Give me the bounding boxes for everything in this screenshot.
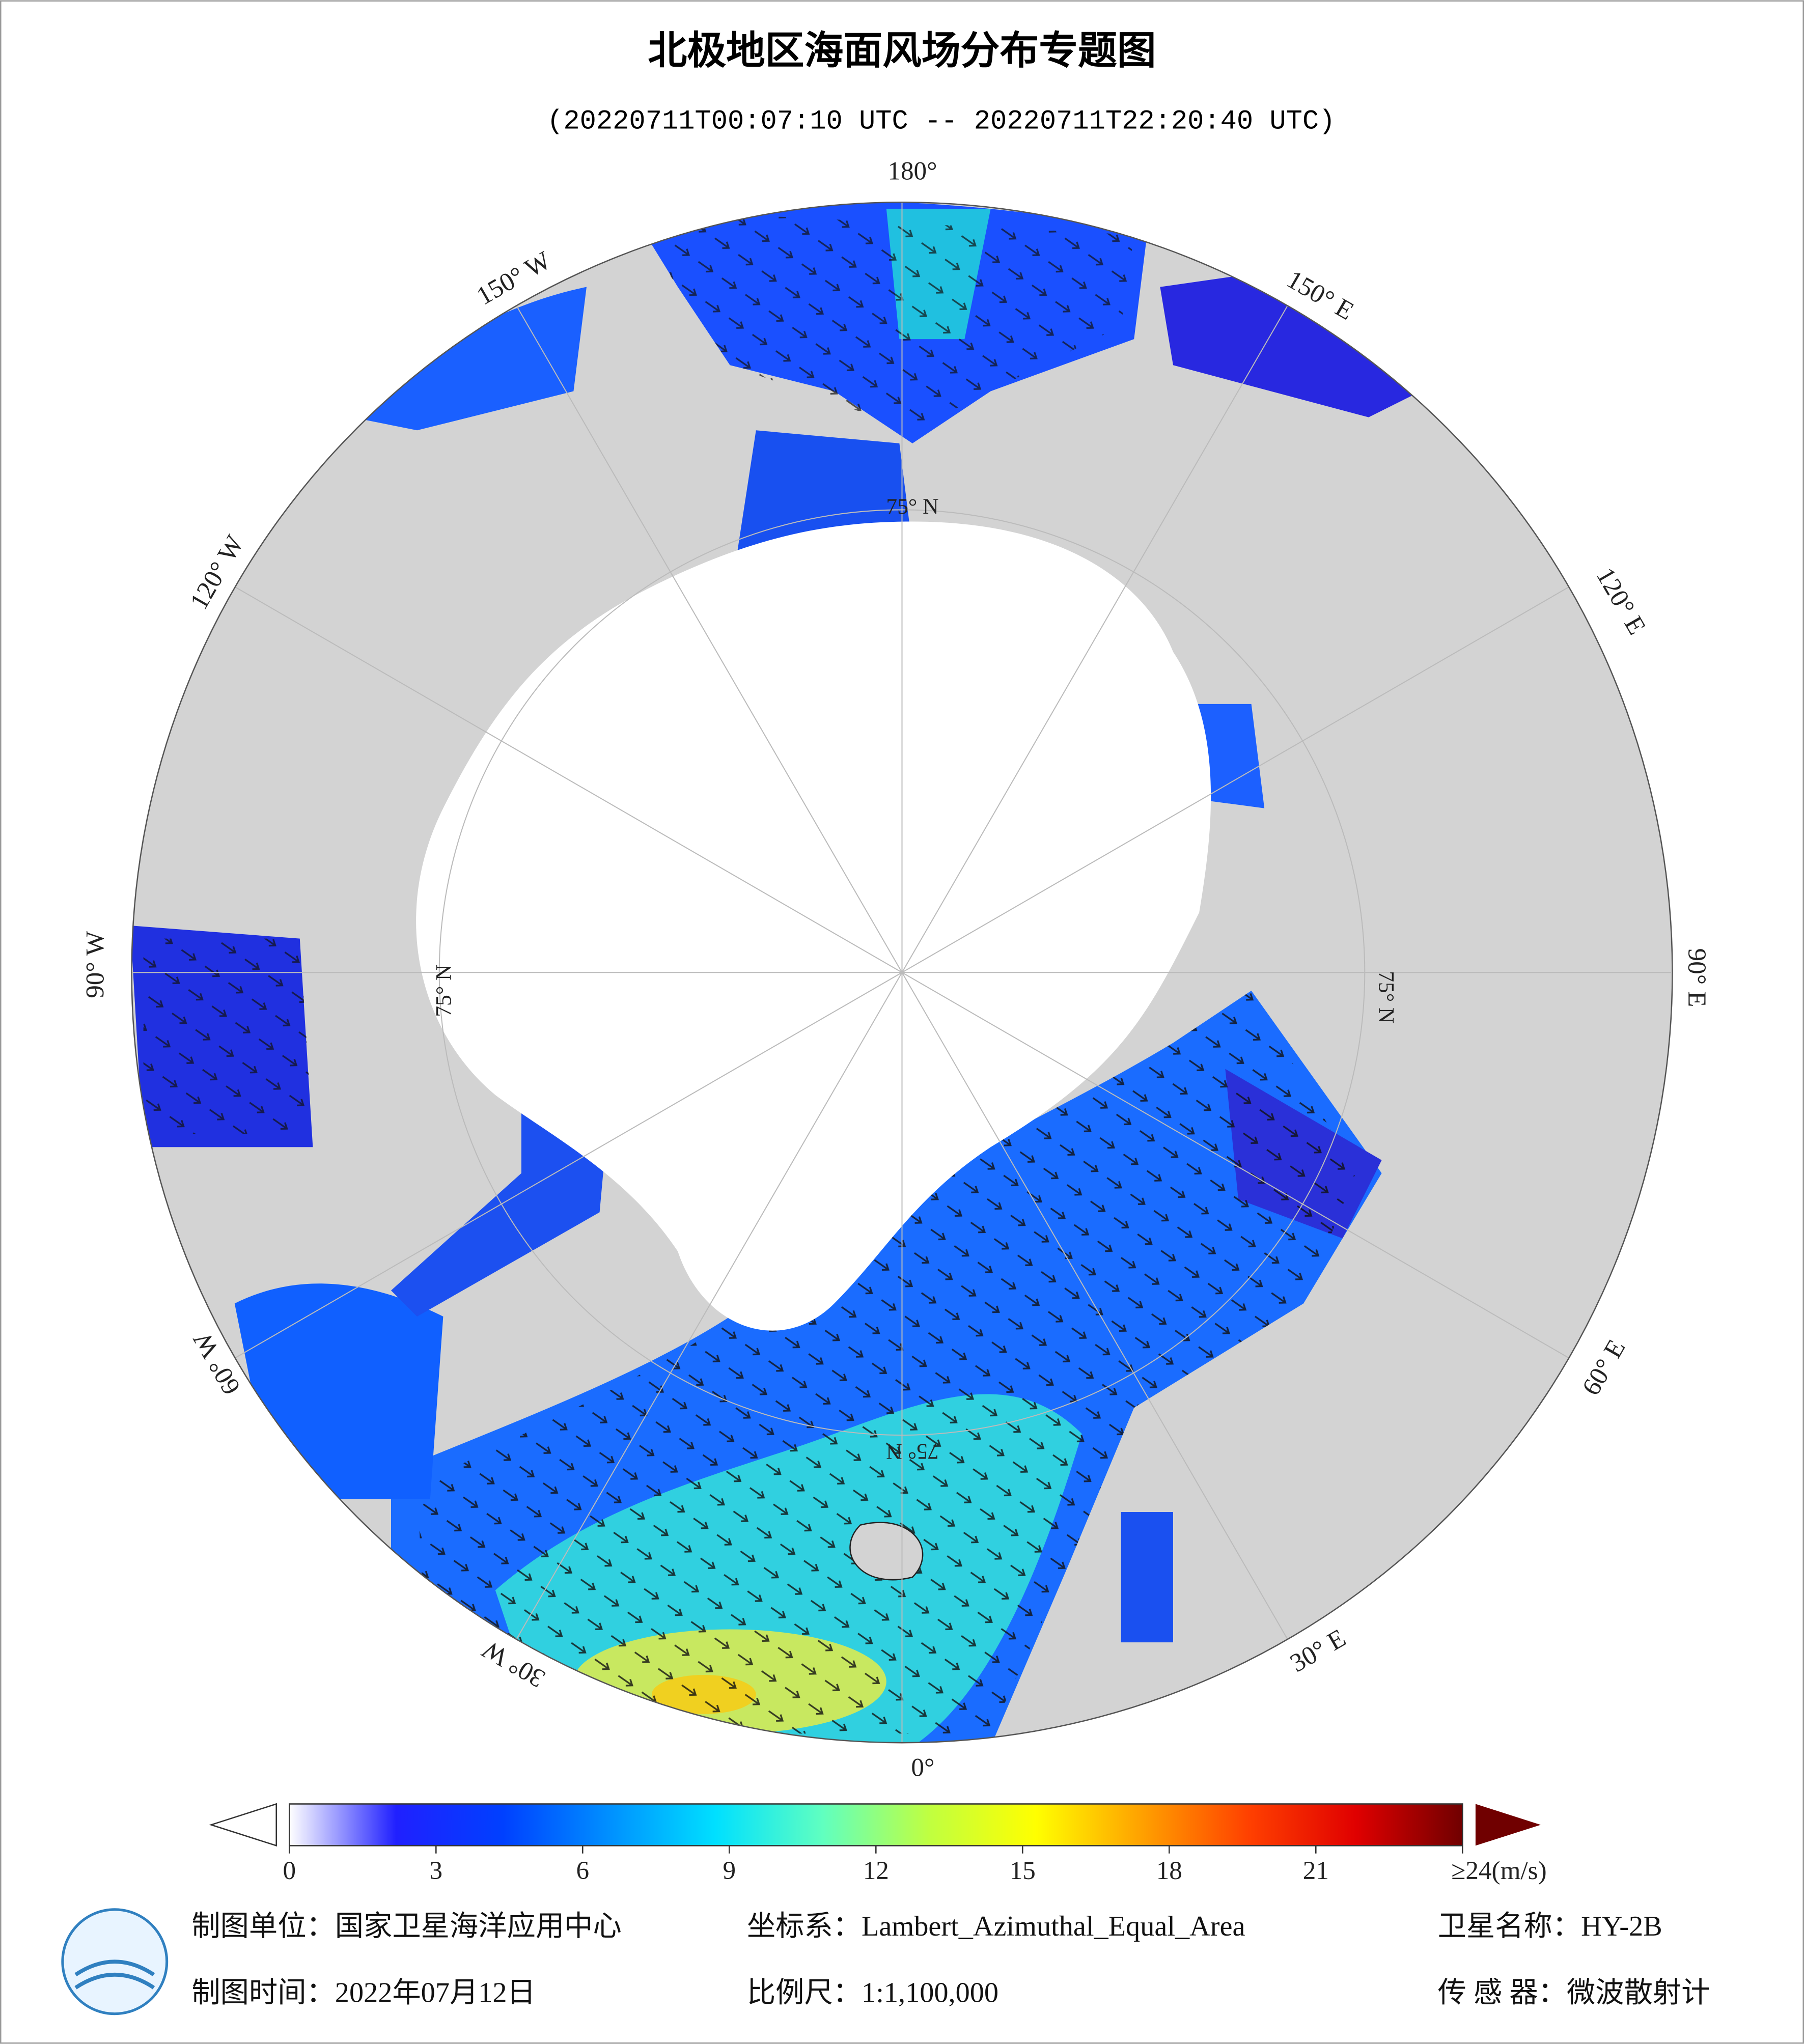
longitude-label: 0° [911,1753,934,1782]
colorbar-max-arrow [1475,1804,1541,1846]
colorbar-tick-label: 3 [430,1856,443,1885]
longitude-label: 90° E [1682,948,1711,1007]
footer-unit: 制图单位：国家卫星海洋应用中心 [191,1911,621,1942]
colorbar-tick-label: 9 [723,1856,736,1885]
logo [61,1908,169,2015]
colorbar-tick-label: 21 [1303,1856,1329,1885]
map [131,202,1673,1743]
latitude-label: 75° N [1374,971,1399,1023]
colorbar-tick-label: 15 [1010,1856,1036,1885]
iceland [849,1522,924,1581]
footer-date: 制图时间：2022年07月12日 [191,1977,536,2009]
sea-ice [416,521,1211,1331]
latitude-label: 75° N [886,494,938,519]
footer-scale: 比例尺：1:1,100,000 [747,1977,998,2009]
footer-sensor: 传 感 器：微波散射计 [1438,1977,1710,2009]
footer-crs: 坐标系：Lambert_Azimuthal_Equal_Area [747,1911,1245,1942]
map-border [131,201,1673,1744]
title: 北极地区海面风场分布专题图 [648,30,1156,73]
colorbar-min-arrow [209,1803,277,1847]
subtitle: (20220711T00:07:10 UTC -- 20220711T22:20… [547,106,1335,137]
graticule [133,202,1671,1743]
colorbar-tick-label: ≥24(m/s) [1451,1856,1546,1885]
colorbar-tick-label: 0 [283,1856,296,1885]
colorbar-tick-label: 12 [863,1856,889,1885]
colorbar-tick-label: 6 [576,1856,590,1885]
longitude-label: 90° W [81,931,110,998]
wind-arrows [143,209,1356,1734]
longitude-label: 180° [887,157,937,186]
colorbar-tick-label: 18 [1156,1856,1182,1885]
latitude-label: 75° N [886,1439,938,1464]
colorbar [289,1803,1463,1846]
latitude-label: 75° N [431,964,456,1017]
footer-satellite: 卫星名称：HY-2B [1438,1911,1662,1942]
